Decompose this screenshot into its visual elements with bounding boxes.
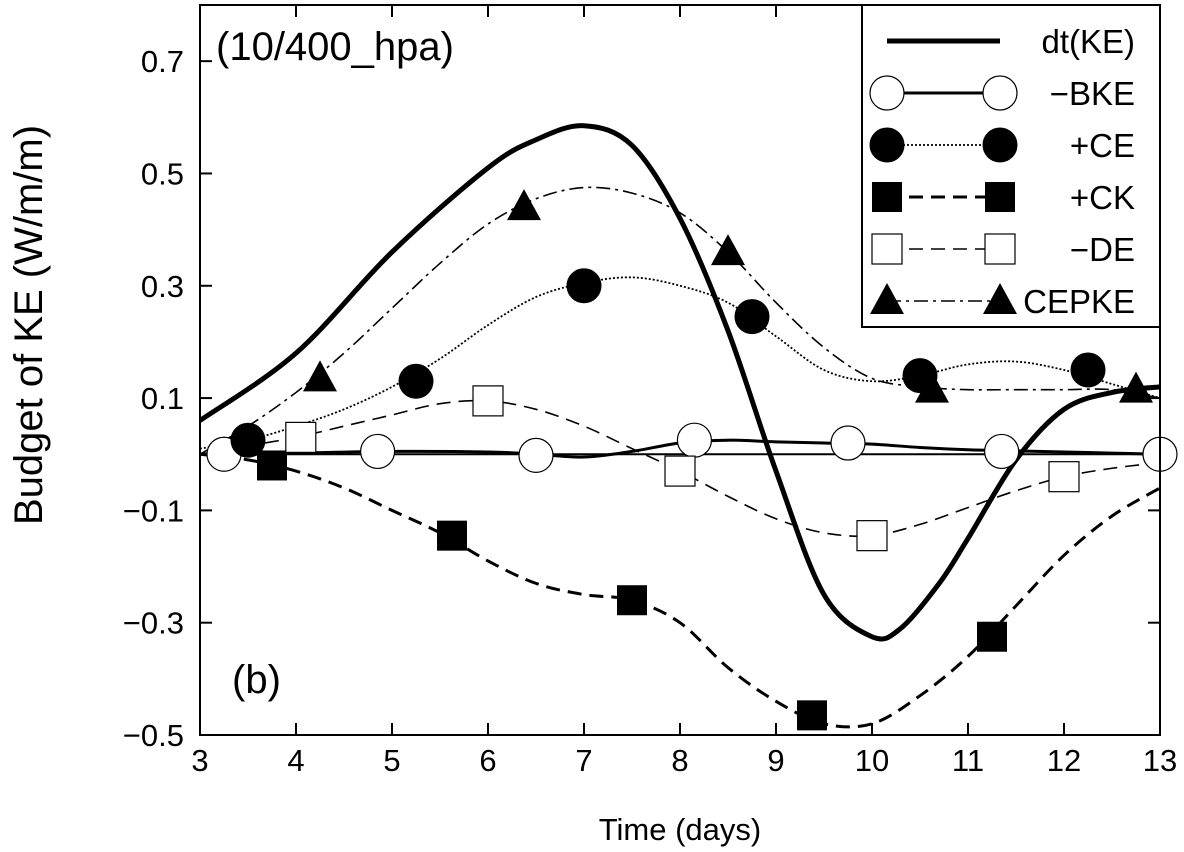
series-4-marker [472,385,504,417]
series-1-marker [676,422,713,458]
x-tick-label: 6 [479,743,496,778]
legend-label-1: −BKE [1050,75,1135,112]
series-5-marker [915,371,949,403]
x-tick-label: 8 [671,743,688,778]
series-2-marker [1070,352,1106,388]
legend-marker-1 [982,75,1018,111]
legend-marker-4 [984,233,1016,265]
legend-marker-1 [869,75,905,111]
series-4-marker [664,455,696,487]
legend-marker-5 [983,283,1017,314]
legend-marker-3 [985,182,1015,212]
legend-label-0: dt(KE) [1041,23,1135,60]
series-1-marker [830,425,866,461]
x-tick-label: 7 [575,743,592,778]
legend-box [861,4,1161,328]
series-3-marker [437,520,467,551]
y-tick-label: 0.3 [141,269,184,304]
series-5-marker [303,360,337,392]
legend: dt(KE) −BKE +CE +CK −DE CEPKE [861,4,1161,328]
legend-marker-3 [872,182,902,212]
series-4-marker [1048,461,1080,493]
series-3-marker [257,450,287,481]
series-3-marker [797,700,827,731]
x-axis-title: Time (days) [599,812,761,847]
y-tick-label: −0.3 [123,606,184,641]
series-3-marker [617,585,647,616]
y-tick-label: 0.5 [141,156,184,191]
series-line-5 [200,186,1160,455]
y-tick-label: 0.1 [141,381,184,416]
x-tick-label: 5 [383,743,400,778]
y-axis-title: Budget of KE (W/m/m) [7,125,51,525]
series-2-marker [734,299,770,335]
x-tick-label: 13 [1143,743,1177,778]
series-2-marker [398,363,434,399]
plot-area [200,123,1178,731]
series-5-marker [507,189,541,221]
series-1-marker [360,433,396,470]
x-tick-label: 9 [767,743,784,778]
axes: 3 4 5 6 7 8 9 10 11 12 13 −0.5 −0.3 −0.1 0.1 0.3 0.5 0.7 [123,4,1177,778]
legend-marker-2 [869,127,905,163]
series-2-marker [566,268,602,304]
legend-marker-4 [871,233,903,265]
y-tick-label: −0.5 [123,718,184,753]
legend-label-2: +CE [1070,127,1135,164]
panel-annotation: (10/400_hpa) [216,25,454,69]
series-2-marker [230,422,266,458]
series-line-0 [200,123,1160,642]
series-4-marker [856,520,888,552]
x-tick-label: 4 [287,743,304,778]
series-line-2 [200,276,1160,450]
x-tick-label: 10 [855,743,889,778]
panel-label: (b) [232,658,281,702]
legend-label-5: CEPKE [1023,283,1135,320]
series-line-3 [200,452,1160,729]
legend-marker-2 [982,127,1018,163]
x-tick-label: 3 [191,743,208,778]
series-line-4 [200,399,1160,538]
legend-marker-5 [870,283,904,314]
series-1-marker [983,433,1020,470]
series-3-marker [977,621,1007,652]
y-tick-label: 0.7 [141,44,184,79]
legend-label-3: +CK [1070,179,1135,216]
x-tick-label: 12 [1047,743,1081,778]
series-5-marker [711,234,745,266]
series-1-marker [518,437,554,473]
series-4-marker [285,421,317,453]
series-5-marker [1119,371,1153,403]
x-tick-label: 11 [952,743,984,778]
legend-label-4: −DE [1070,231,1135,268]
y-tick-label: −0.1 [123,493,184,528]
